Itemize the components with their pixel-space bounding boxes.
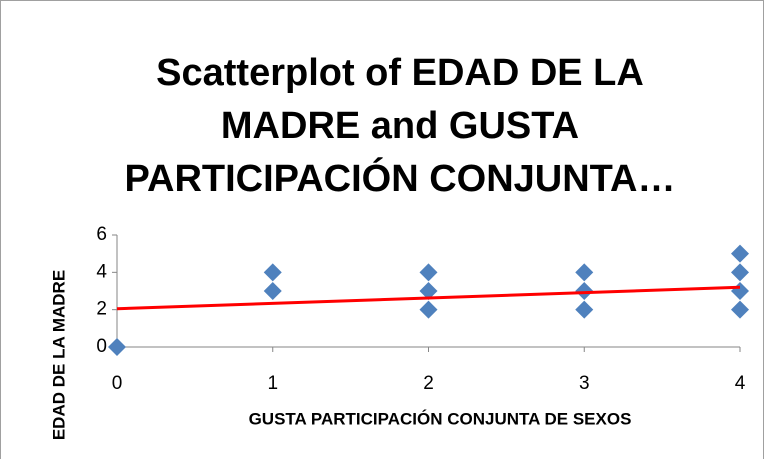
x-tick-label: 2 bbox=[423, 373, 434, 394]
x-tick-label: 0 bbox=[112, 373, 123, 394]
x-tick-label: 1 bbox=[267, 373, 278, 394]
y-tick-label: 4 bbox=[96, 261, 107, 282]
y-tick-label: 6 bbox=[96, 224, 107, 245]
title-line: Scatterplot of EDAD DE LA bbox=[156, 52, 644, 94]
y-axis-label: EDAD DE LA MADRE bbox=[49, 270, 68, 440]
point bbox=[731, 263, 749, 282]
x-tick-label: 3 bbox=[579, 373, 590, 394]
y-tick-label: 2 bbox=[96, 299, 107, 320]
point bbox=[419, 300, 438, 319]
point bbox=[419, 282, 438, 300]
title-line: MADRE and GUSTA bbox=[221, 105, 579, 147]
x-tick-label: 4 bbox=[735, 373, 746, 394]
title-line: PARTICIPACIÓN CONJUNTA… bbox=[125, 156, 676, 200]
point bbox=[108, 338, 126, 356]
chart-title: Scatterplot of EDAD DE LA MADRE and GUSTA… bbox=[125, 52, 676, 200]
point bbox=[731, 300, 749, 319]
point bbox=[575, 300, 594, 319]
point bbox=[263, 263, 282, 282]
point bbox=[419, 263, 438, 282]
point bbox=[731, 244, 749, 263]
point bbox=[575, 263, 594, 282]
point bbox=[731, 282, 749, 300]
x-axis-label: GUSTA PARTICIPACIÓN CONJUNTA DE SEXOS bbox=[249, 409, 632, 428]
y-tick-label: 0 bbox=[96, 336, 107, 357]
point bbox=[575, 282, 594, 300]
point bbox=[263, 282, 282, 300]
trendline bbox=[116, 285, 741, 311]
